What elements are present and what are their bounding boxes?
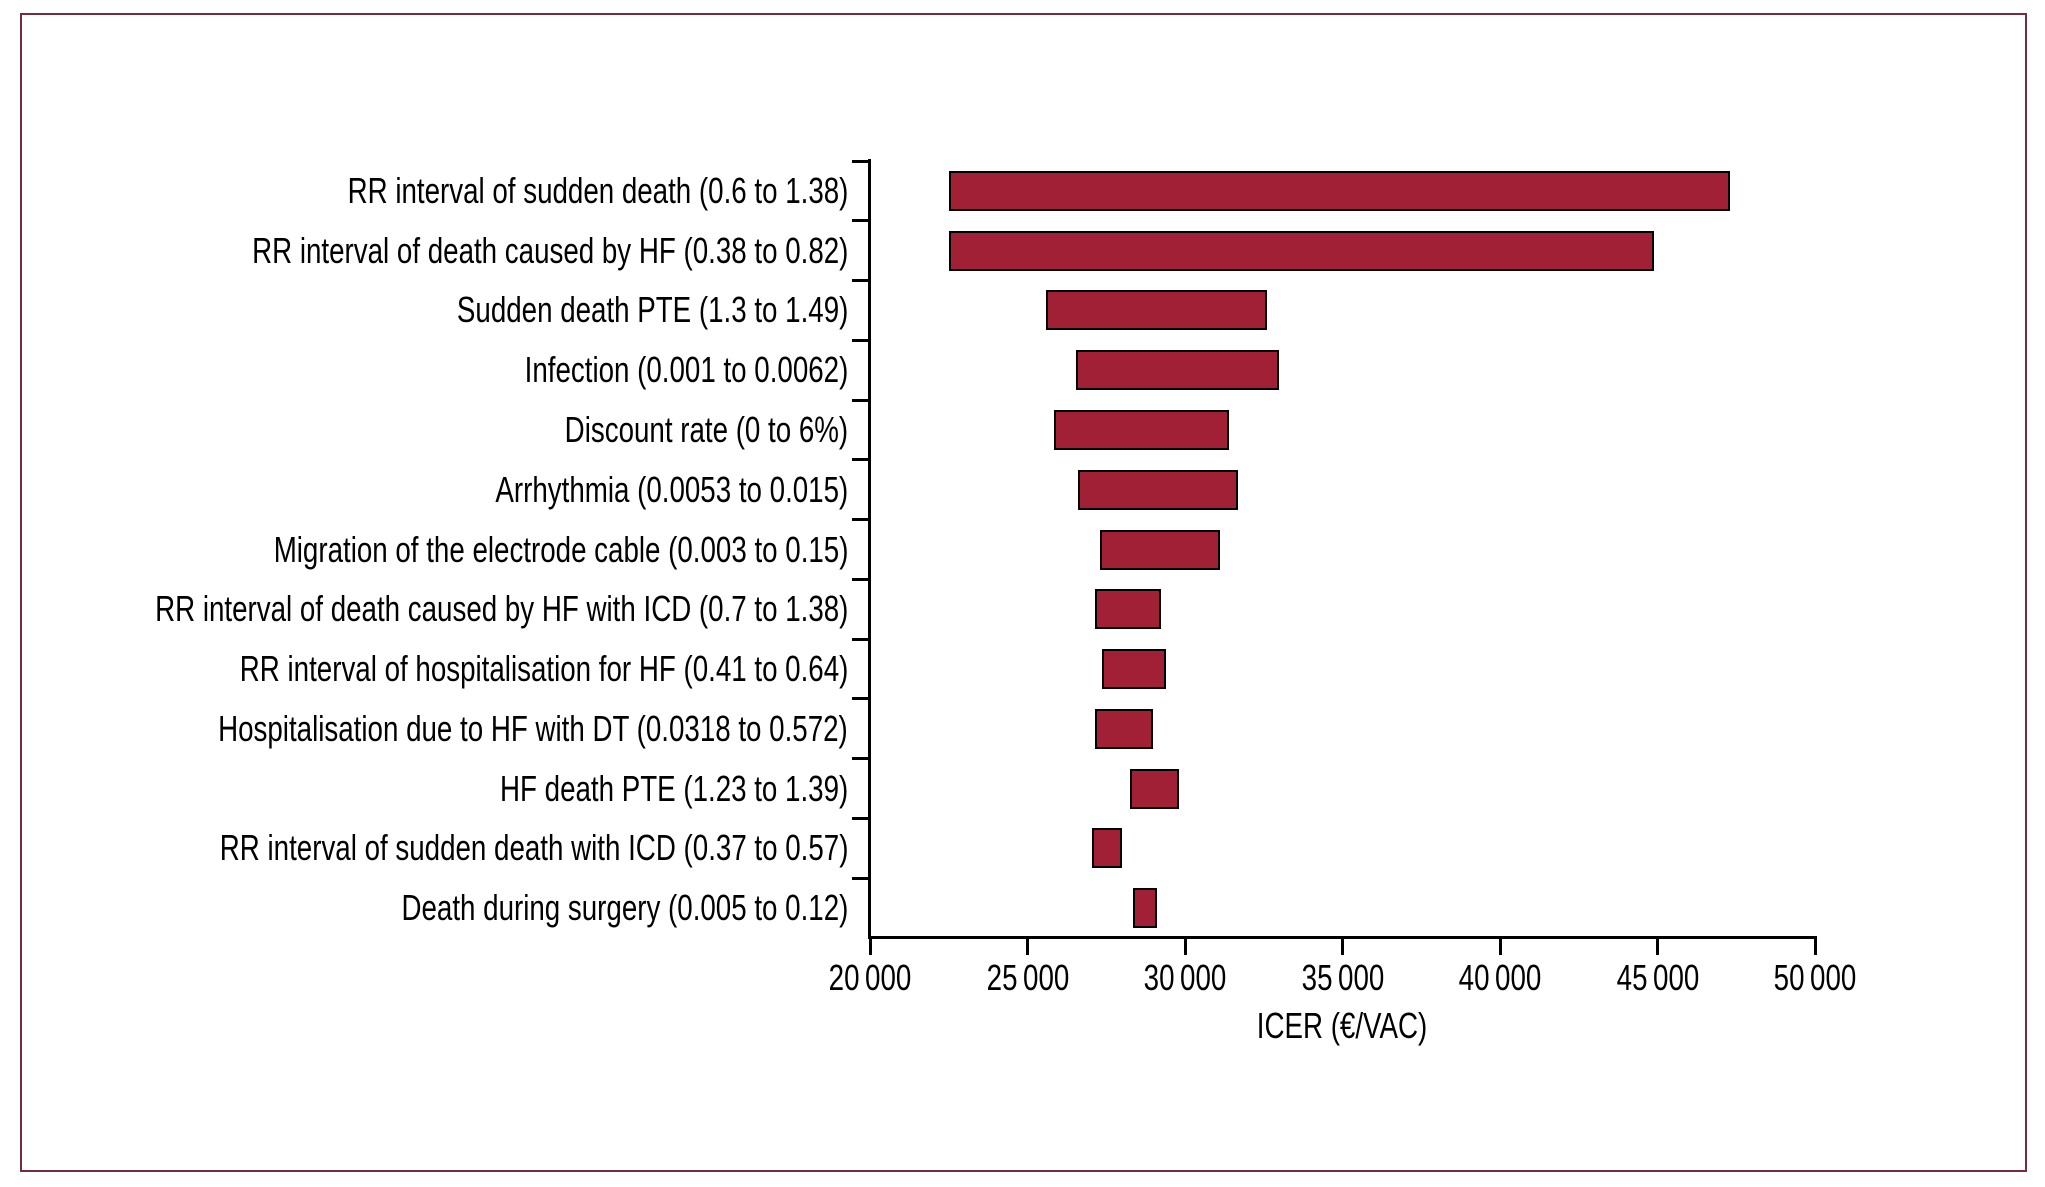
x-axis-tick-label-3: 30 000 [1143,957,1227,998]
category-label-8: RR interval of death caused by HF with I… [154,588,848,630]
x-axis-tick [1341,937,1344,955]
y-axis-tick [852,637,870,641]
x-axis-tick [1498,937,1502,955]
tornado-bar-4 [1076,350,1280,391]
x-axis-tick [868,937,872,955]
figure-frame [20,13,2027,1172]
tornado-bar-8 [1095,589,1162,630]
y-axis-tick [852,219,870,223]
category-label-6: Arrhythmia (0.0053 to 0.015) [495,468,848,510]
category-label-13: Death during surgery (0.005 to 0.12) [401,887,848,929]
category-label-10: Hospitalisation due to HF with DT (0.031… [218,707,848,749]
y-axis-tick [852,757,870,761]
y-axis-tick [852,458,870,462]
category-label-11: HF death PTE (1.23 to 1.39) [499,767,848,809]
y-axis-tick [852,518,870,522]
category-label-3: Sudden death PTE (1.3 to 1.49) [456,289,848,331]
y-axis-tick [852,697,870,701]
tornado-bar-11 [1129,768,1179,809]
tornado-bar-9 [1101,649,1167,689]
x-axis-tick-label-5: 40 000 [1458,957,1542,998]
category-label-4: Infection (0.001 to 0.0062) [524,349,848,391]
tornado-bar-6 [1077,469,1239,510]
y-axis-tick [852,876,870,880]
y-axis-tick [852,577,870,581]
category-label-5: Discount rate (0 to 6%) [564,408,848,450]
y-axis-tick [852,398,870,402]
tornado-bar-2 [948,230,1655,271]
x-axis-tick [1026,937,1029,955]
y-axis-tick [852,279,870,282]
category-label-2: RR interval of death caused by HF (0.38 … [251,229,848,271]
tornado-bar-7 [1100,529,1220,570]
y-axis-line [868,159,871,939]
x-axis-tick-label-4: 35 000 [1301,957,1384,998]
x-axis-tick [1183,937,1187,955]
tornado-bar-10 [1095,708,1154,749]
x-axis-tick-label-1: 20 000 [828,957,912,998]
x-axis-tick-label-2: 25 000 [986,957,1069,998]
x-axis-tick-label-6: 45 000 [1616,957,1699,998]
tornado-bar-1 [948,170,1730,211]
y-axis-tick [852,338,870,342]
category-label-9: RR interval of hospitalisation for HF (0… [239,648,848,690]
tornado-bar-3 [1046,290,1267,331]
category-label-12: RR interval of sudden death with ICD (0.… [219,827,848,869]
x-axis-tick [1656,937,1659,955]
category-label-7: Migration of the electrode cable (0.003 … [273,528,848,570]
x-axis-title: ICER (€/VAC) [1256,1005,1428,1046]
category-label-1: RR interval of sudden death (0.6 to 1.38… [347,169,848,211]
x-axis-tick [1813,937,1817,955]
x-axis-tick-label-7: 50 000 [1773,957,1857,998]
tornado-bar-5 [1054,410,1230,450]
tornado-bar-12 [1092,828,1122,869]
y-axis-tick [852,817,870,820]
tornado-bar-13 [1133,888,1157,929]
y-axis-tick [852,159,870,163]
